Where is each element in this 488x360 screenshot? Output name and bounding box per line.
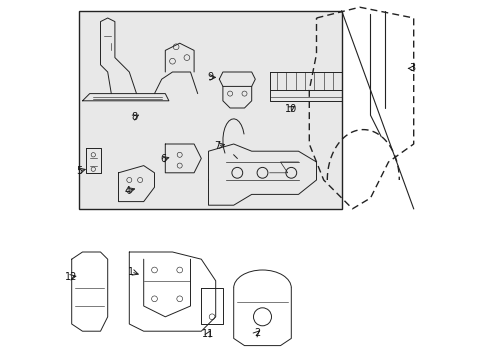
Text: 9: 9 [207,72,213,82]
Text: 5: 5 [76,166,82,176]
Text: 2: 2 [253,328,260,338]
Text: 4: 4 [124,186,130,196]
Text: 10: 10 [284,104,296,114]
Text: 6: 6 [160,154,166,164]
Text: 11: 11 [202,329,214,339]
Text: 3: 3 [408,63,414,73]
Text: 1: 1 [128,267,134,277]
Text: 7: 7 [214,141,220,151]
Text: 12: 12 [65,272,77,282]
FancyBboxPatch shape [79,11,341,209]
Text: 8: 8 [131,112,138,122]
